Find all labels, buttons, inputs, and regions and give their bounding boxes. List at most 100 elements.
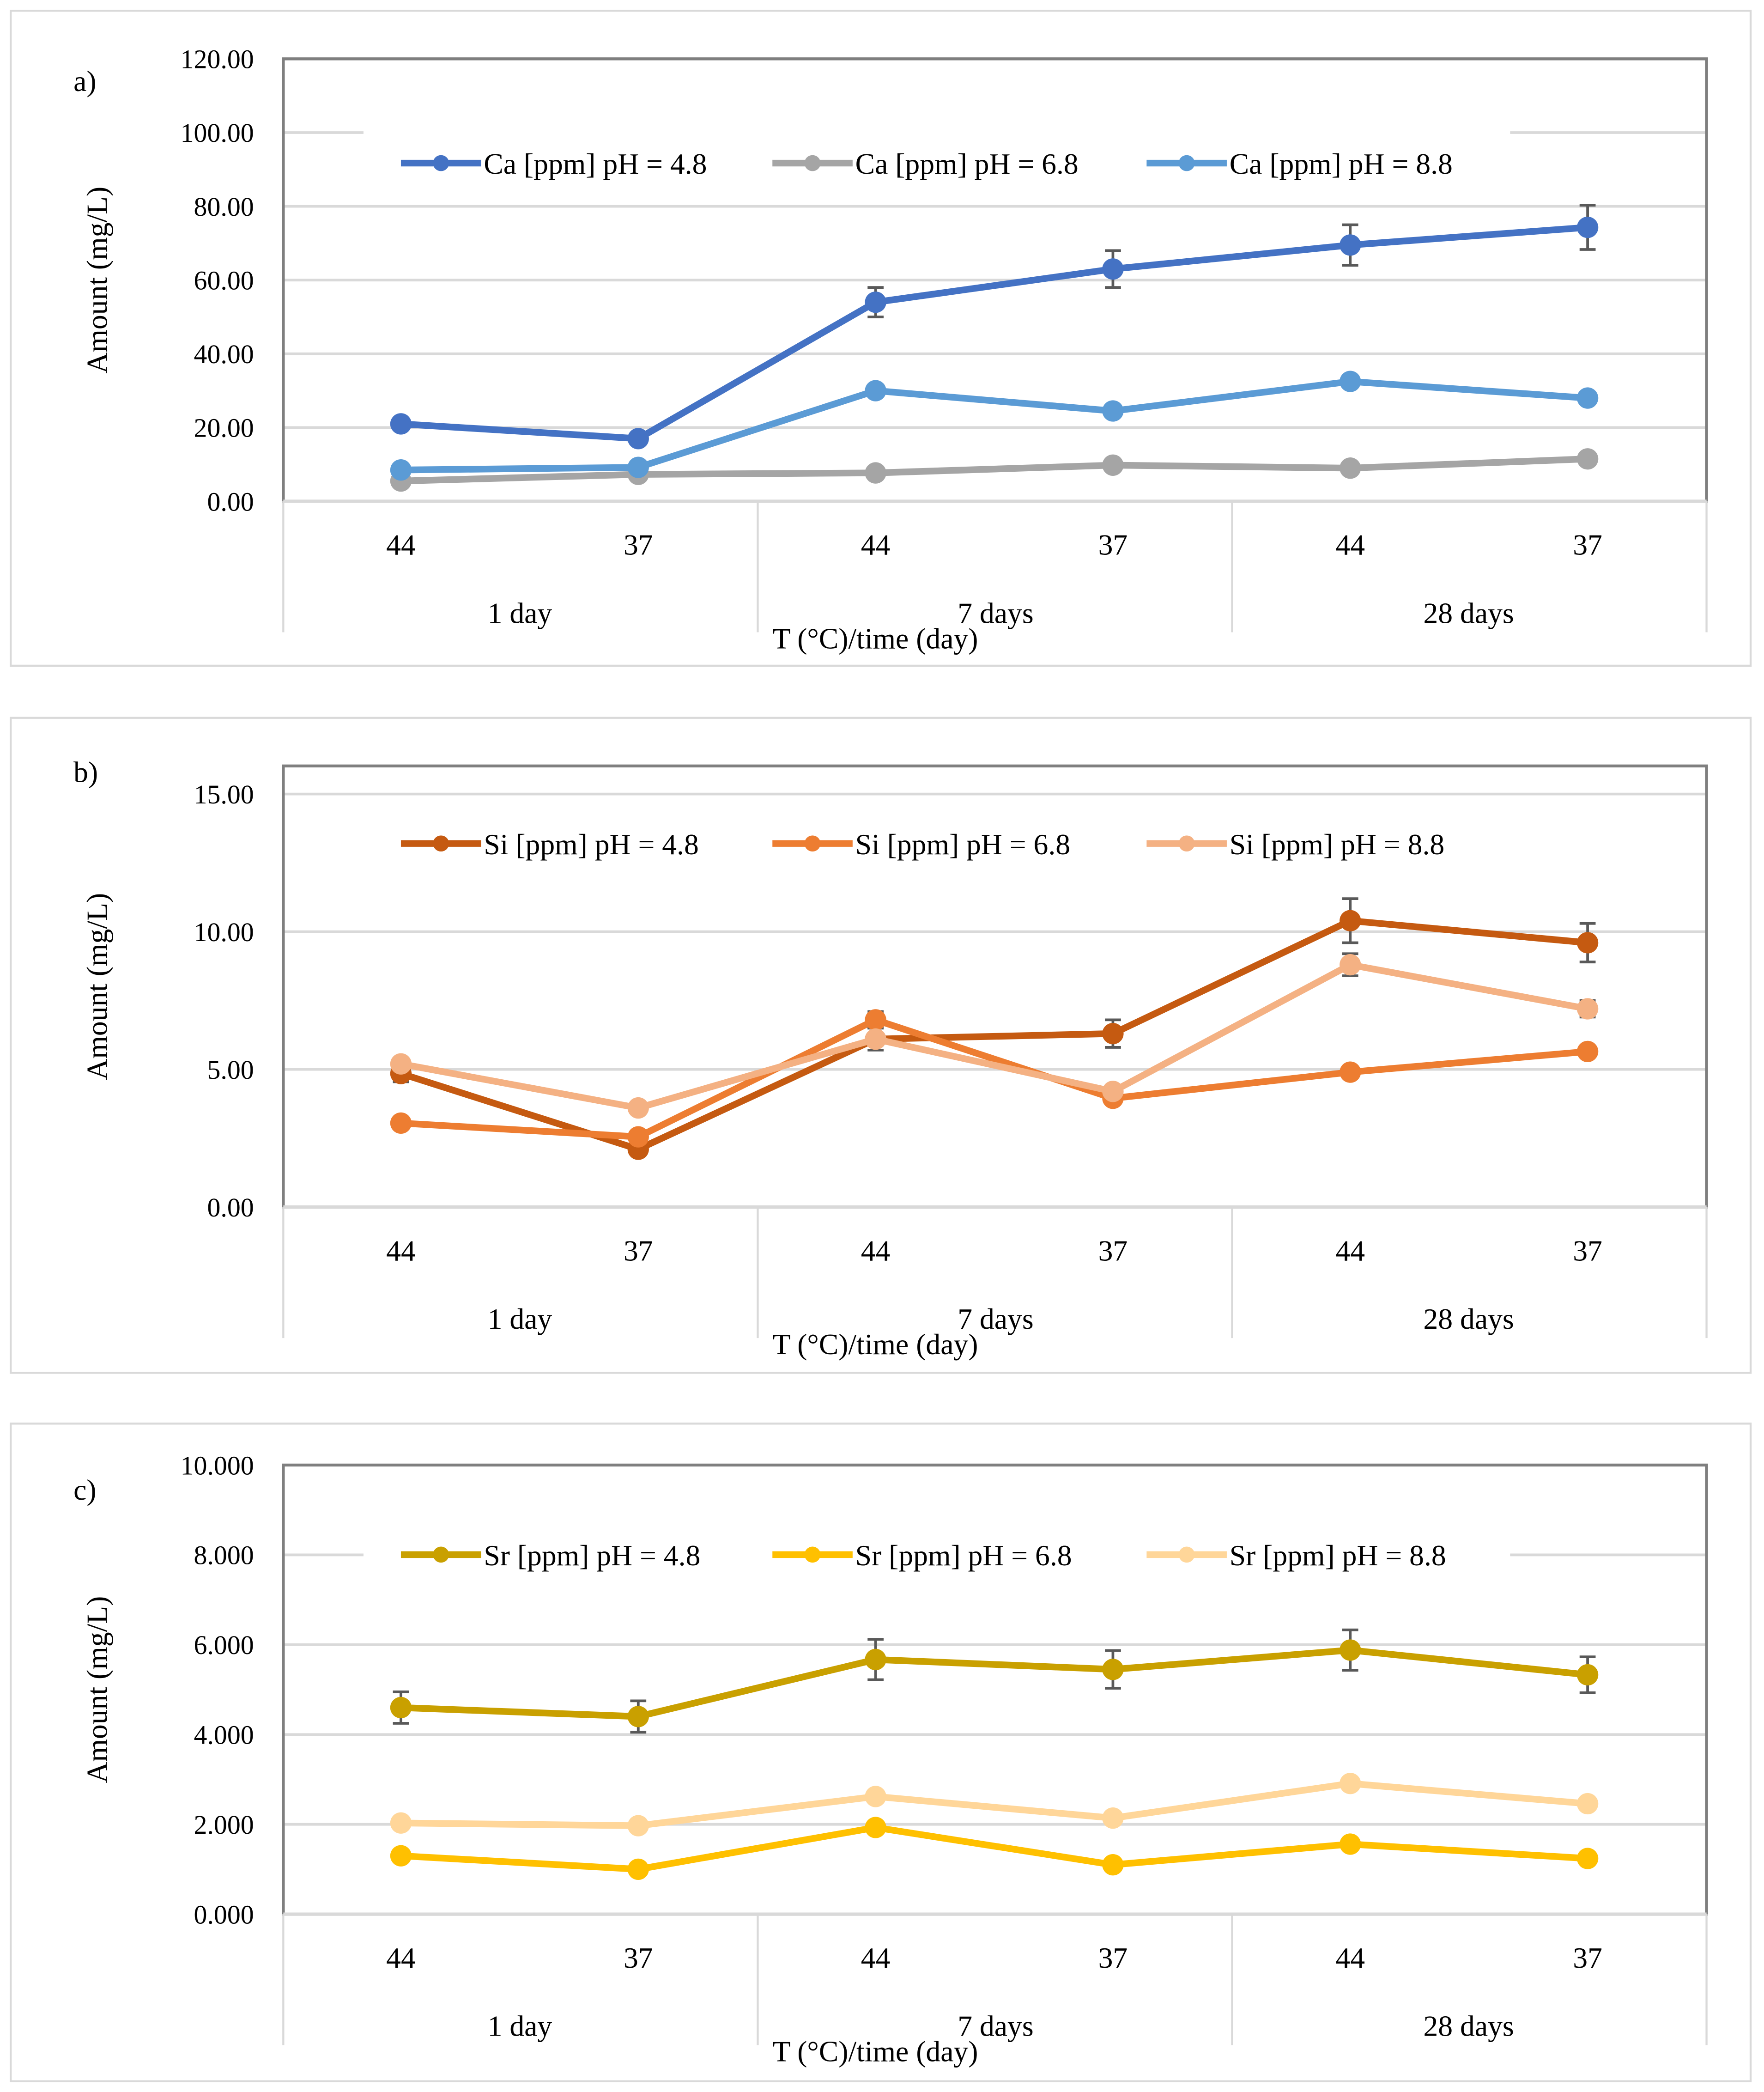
data-point <box>1576 998 1599 1020</box>
legend-label: Si [ppm] pH = 6.8 <box>855 828 1070 861</box>
y-tick-label: 10.000 <box>181 1450 254 1480</box>
data-point <box>390 1053 412 1075</box>
x-tick-label: 37 <box>624 1234 653 1267</box>
data-point <box>865 1648 886 1671</box>
legend-item: Sr [ppm] pH = 4.8 <box>400 1539 700 1572</box>
y-tick-label: 80.00 <box>194 192 254 222</box>
legend-background <box>363 809 1510 878</box>
x-group-label: 1 day <box>488 596 552 629</box>
data-point <box>1340 1061 1361 1083</box>
y-axis-title: Amount (mg/L) <box>80 187 113 374</box>
data-point <box>1340 1773 1361 1794</box>
legend-item: Ca [ppm] pH = 4.8 <box>400 147 707 180</box>
data-point <box>390 1697 412 1719</box>
legend-item: Ca [ppm] pH = 8.8 <box>1146 147 1453 180</box>
x-tick-label: 44 <box>386 1234 416 1267</box>
data-point <box>390 413 412 435</box>
data-point <box>627 456 649 478</box>
x-group-label: 7 days <box>958 1302 1033 1335</box>
data-point <box>1576 448 1599 470</box>
y-tick-label: 2.000 <box>194 1810 254 1840</box>
data-point <box>1102 1081 1124 1102</box>
x-tick-label: 44 <box>386 529 416 561</box>
x-tick-label: 44 <box>1335 1941 1365 1974</box>
x-group-label: 7 days <box>958 2009 1033 2042</box>
data-point <box>1576 216 1599 238</box>
data-point <box>627 1097 649 1119</box>
y-tick-label: 4.000 <box>194 1720 254 1750</box>
data-point <box>627 1126 649 1148</box>
x-group-label: 1 day <box>488 1302 552 1335</box>
series-line <box>400 378 1588 474</box>
data-point <box>1576 1848 1599 1869</box>
y-tick-label: 20.00 <box>194 413 254 443</box>
series-2 <box>390 1817 1599 1880</box>
data-point <box>1340 910 1361 931</box>
x-group-label: 28 days <box>1423 1302 1514 1335</box>
series-3 <box>390 371 1599 481</box>
x-tick-label: 44 <box>1335 1234 1365 1267</box>
x-group-label: 28 days <box>1423 2009 1514 2042</box>
data-point <box>865 1786 886 1807</box>
legend-marker <box>1178 835 1195 852</box>
y-tick-label: 0.000 <box>194 1899 254 1929</box>
y-tick-label: 120.00 <box>181 44 254 74</box>
y-tick-label: 0.00 <box>207 487 254 517</box>
data-point <box>627 1858 649 1880</box>
legend-label: Ca [ppm] pH = 8.8 <box>1230 147 1453 180</box>
x-tick-label: 37 <box>1573 1234 1602 1267</box>
data-point <box>627 1706 649 1727</box>
chart-panel-a: 0.00 20.00 40.00 60.00 80.00 100.00 120.00 44 37… <box>9 10 1752 667</box>
legend-background <box>363 128 1510 198</box>
panel-label: a) <box>73 65 96 97</box>
data-point <box>1340 234 1361 256</box>
data-point <box>627 428 649 450</box>
x-tick-label: 44 <box>386 1941 416 1974</box>
data-point <box>865 462 886 484</box>
x-tick-label: 37 <box>1573 529 1602 561</box>
x-group-label: 7 days <box>958 596 1033 629</box>
data-point <box>1340 457 1361 479</box>
data-point <box>1102 400 1124 422</box>
series-line <box>400 1016 1588 1140</box>
legend-item: Sr [ppm] pH = 8.8 <box>1146 1539 1446 1572</box>
legend-label: Si [ppm] pH = 8.8 <box>1230 828 1444 861</box>
x-axis-title: T (°C)/time (day) <box>773 1328 978 1361</box>
y-tick-label: 5.00 <box>207 1055 254 1085</box>
data-point <box>865 291 886 313</box>
series-line <box>400 961 1588 1112</box>
legend-item: Si [ppm] pH = 8.8 <box>1146 828 1444 861</box>
x-tick-label: 44 <box>861 529 891 561</box>
legend-marker <box>804 1546 821 1563</box>
x-tick-label: 37 <box>624 1941 653 1974</box>
legend-marker <box>433 835 449 852</box>
y-tick-label: 100.00 <box>181 118 254 148</box>
legend-item: Si [ppm] pH = 4.8 <box>400 828 699 861</box>
panel-border <box>9 10 1752 667</box>
data-point <box>1340 1833 1361 1855</box>
x-axis-title: T (°C)/time (day) <box>773 2035 978 2068</box>
data-point <box>390 459 412 481</box>
x-tick-label: 37 <box>624 529 653 561</box>
data-point <box>1576 1040 1599 1063</box>
legend-label: Ca [ppm] pH = 6.8 <box>855 147 1079 180</box>
legend-marker <box>804 835 821 852</box>
data-point <box>1102 454 1124 476</box>
x-tick-label: 37 <box>1573 1941 1602 1974</box>
legend-label: Sr [ppm] pH = 6.8 <box>855 1539 1072 1572</box>
y-tick-label: 8.000 <box>194 1540 254 1570</box>
legend-item: Si [ppm] pH = 6.8 <box>772 828 1070 861</box>
data-point <box>627 1815 649 1837</box>
legend-label: Sr [ppm] pH = 8.8 <box>1230 1539 1446 1572</box>
data-point <box>1340 1639 1361 1661</box>
y-tick-label: 10.00 <box>194 917 254 947</box>
y-tick-label: 40.00 <box>194 339 254 369</box>
data-point <box>1102 1854 1124 1876</box>
series-line <box>400 456 1588 485</box>
data-point <box>1576 1793 1599 1815</box>
legend-item: Ca [ppm] pH = 6.8 <box>772 147 1079 180</box>
x-tick-label: 44 <box>861 1234 891 1267</box>
series-1 <box>390 204 1599 450</box>
legend-label: Ca [ppm] pH = 4.8 <box>484 147 707 180</box>
data-point <box>865 380 886 401</box>
